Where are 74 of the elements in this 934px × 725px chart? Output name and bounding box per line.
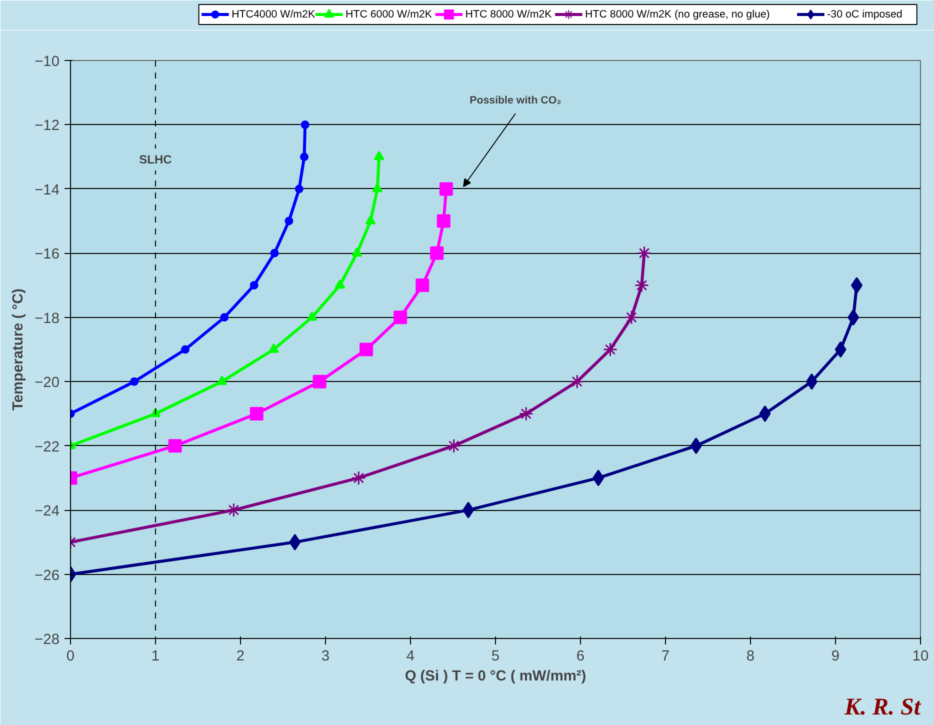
y-tick-label: −16: [34, 246, 60, 263]
point: [168, 439, 182, 453]
x-axis-title: Q (Si ) T = 0 °C ( mW/mm²): [404, 668, 586, 684]
point: [289, 534, 301, 550]
point: [439, 182, 453, 196]
point: [416, 278, 430, 292]
x-tick-label: 2: [236, 648, 245, 664]
y-tick-label: −18: [34, 310, 60, 327]
y-tick-label: −12: [34, 118, 60, 134]
point: [365, 215, 376, 224]
point: [300, 152, 308, 162]
point: [306, 311, 318, 321]
x-tick-label: 0: [66, 648, 75, 664]
point: [270, 248, 279, 258]
x-tick-label: 6: [576, 648, 585, 664]
x-tick-label: 5: [491, 648, 500, 664]
legend-label: HTC 8000 W/m2K: [465, 8, 552, 20]
point: [624, 310, 639, 325]
x-tick-label: 3: [321, 648, 330, 664]
point: [300, 120, 310, 129]
legend-label: HTC 8000 W/m2K (no grease, no glue): [585, 8, 770, 20]
point: [848, 309, 860, 326]
point: [436, 214, 450, 228]
point: [430, 246, 444, 260]
point: [226, 502, 241, 518]
point: [372, 183, 383, 192]
text: K. R. St: [843, 694, 922, 720]
x-tick-label: 7: [661, 648, 670, 664]
point: [634, 278, 649, 293]
ref-line-label: SLHC: [139, 152, 172, 166]
y-tick-label: −20: [34, 375, 60, 392]
point: [360, 342, 374, 356]
point: [570, 374, 584, 389]
legend-label: HTC 6000 W/m2K: [346, 8, 432, 20]
point: [806, 373, 818, 390]
x-tick-label: 10: [912, 648, 929, 664]
point: [592, 470, 604, 486]
point: [250, 281, 258, 290]
point: [130, 377, 138, 386]
y-tick-label: −28: [34, 632, 60, 648]
point: [312, 374, 326, 388]
y-tick-label: −24: [34, 504, 60, 520]
point: [759, 405, 771, 422]
point: [284, 216, 294, 226]
y-tick-label: −10: [34, 54, 60, 70]
point: [446, 438, 462, 454]
x-tick-label: 9: [831, 648, 840, 664]
point: [352, 247, 362, 257]
x-tick-label: 4: [406, 648, 415, 664]
point: [351, 470, 366, 486]
point: [220, 313, 229, 322]
legend-label: HTC4000 W/m2K: [232, 8, 316, 20]
point: [268, 344, 279, 353]
point: [374, 150, 384, 160]
point: [637, 246, 652, 260]
point: [216, 376, 228, 385]
point: [334, 279, 346, 289]
point: [394, 310, 408, 324]
point: [603, 342, 618, 357]
point: [181, 345, 190, 354]
annotation: Possible with CO₂: [470, 94, 562, 106]
point: [250, 406, 264, 420]
y-axis-title: Temperature ( °C): [10, 288, 27, 411]
x-tick-label: 8: [746, 648, 755, 664]
point: [690, 438, 702, 454]
y-tick-label: −26: [34, 568, 60, 584]
point: [294, 184, 304, 194]
x-tick-label: 1: [151, 648, 160, 664]
point: [518, 406, 534, 421]
point: [462, 502, 474, 518]
y-tick-label: −22: [34, 439, 60, 456]
y-tick-label: −14: [34, 182, 60, 198]
point: [834, 341, 846, 358]
legend-label: -30 oC imposed: [827, 8, 902, 20]
